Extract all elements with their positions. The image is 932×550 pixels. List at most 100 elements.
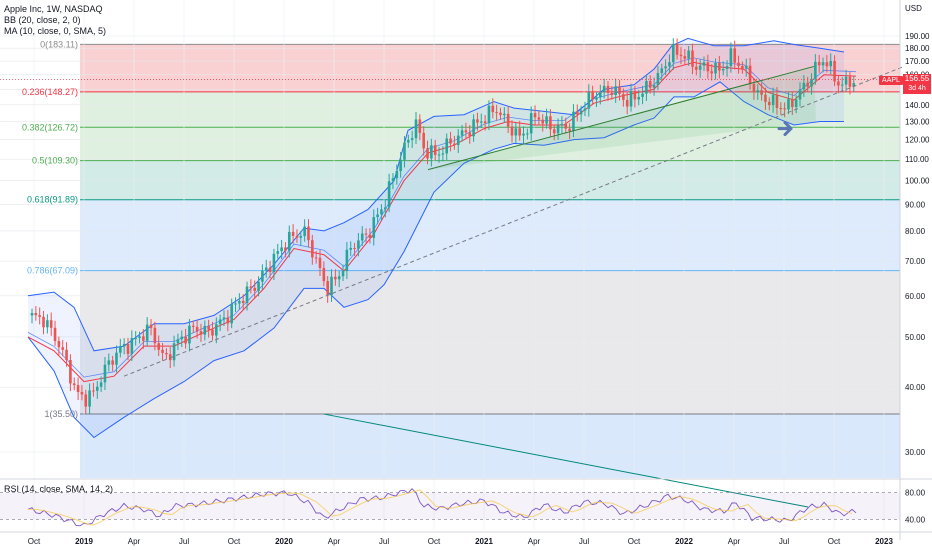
price-tick: 190.00	[905, 32, 930, 41]
candle-body	[556, 125, 560, 134]
candle-body	[195, 326, 199, 332]
time-tick: 2023	[875, 537, 893, 546]
chart-title[interactable]: Apple Inc, 1W, NASDAQ	[4, 4, 103, 14]
candle-body	[714, 62, 717, 74]
candle-body	[414, 119, 418, 139]
candle-body	[168, 354, 172, 361]
candle-body	[710, 71, 713, 74]
candle-body	[767, 101, 771, 106]
price-tick: 100.00	[905, 177, 930, 186]
candle-body	[656, 73, 660, 86]
candle-body	[53, 327, 57, 342]
candle-body	[760, 90, 763, 95]
candle-body	[341, 271, 345, 277]
time-axis[interactable]: Oct 2019 Apr Jul Oct 2020 Apr Jul Oct 2021 Apr Jul O…	[0, 478, 932, 546]
rsi-pane[interactable]: 80.00 40.00	[0, 488, 926, 527]
candle-body	[575, 111, 579, 115]
candle-body	[787, 99, 790, 110]
candle-body	[833, 60, 836, 82]
fib-band	[80, 127, 900, 161]
fib-retracement	[80, 43, 900, 478]
candle-body	[545, 116, 548, 124]
candle-body	[318, 257, 322, 269]
candle-body	[376, 214, 379, 218]
candle-body	[307, 226, 310, 241]
time-tick: 2022	[675, 537, 693, 546]
ma-legend[interactable]: MA (10, close, 0, SMA, 5)	[4, 26, 107, 36]
candle-body	[660, 68, 664, 74]
price-tick: 170.00	[905, 57, 930, 66]
candle-body	[226, 317, 230, 324]
candle-body	[737, 62, 740, 66]
candle-body	[606, 85, 610, 93]
candle-body	[245, 286, 249, 303]
candle-body	[476, 119, 479, 123]
candle-body	[80, 392, 84, 395]
candle-body	[568, 128, 571, 131]
bollinger-band-fill	[28, 38, 844, 438]
candle-body	[61, 347, 65, 350]
candle-body	[30, 313, 34, 316]
candle-body	[798, 89, 802, 100]
price-tick: 60.00	[905, 292, 926, 301]
trend-channel-line	[427, 65, 815, 171]
candle-body	[599, 92, 602, 98]
rsi-tick: 40.00	[905, 515, 926, 524]
candle-body	[418, 119, 422, 133]
candle-body	[407, 139, 410, 143]
candle-body	[276, 251, 280, 254]
candle-body	[84, 394, 88, 407]
candle-body	[349, 247, 353, 250]
fib-label: 0.786(67.09)	[27, 266, 78, 276]
candle-body	[449, 138, 452, 144]
rsi-legend[interactable]: RSI (14, close, SMA, 14, 2)	[4, 484, 114, 494]
candle-body	[629, 90, 633, 107]
candle-body	[410, 138, 414, 140]
candle-body	[38, 315, 41, 317]
candle-body	[810, 79, 813, 87]
candle-body	[491, 105, 495, 113]
candle-body	[360, 233, 364, 241]
candle-body	[748, 65, 752, 85]
candle-body	[706, 62, 710, 72]
candle-body	[95, 386, 99, 391]
candle-body	[775, 94, 779, 108]
candle-body	[172, 343, 176, 361]
candle-body	[433, 145, 437, 155]
time-tick: Oct	[828, 537, 841, 546]
candle-body	[464, 130, 468, 133]
candle-body	[579, 110, 583, 115]
candle-body	[357, 240, 360, 249]
support-line	[323, 413, 809, 508]
rsi-sma-line	[28, 489, 853, 526]
candle-body	[698, 65, 702, 70]
time-tick: Jul	[579, 537, 589, 546]
candle-body	[430, 145, 433, 159]
candle-body	[610, 92, 614, 96]
candle-body	[284, 247, 287, 251]
time-tick: Jul	[179, 537, 189, 546]
candle-body	[718, 62, 721, 71]
price-tick: 180.00	[905, 44, 930, 53]
candle-body	[207, 326, 210, 330]
candle-body	[622, 94, 625, 100]
fib-label: 0.382(126.72)	[22, 122, 78, 132]
price-tick: 90.00	[905, 200, 926, 209]
trend-drawings[interactable]	[0, 65, 905, 508]
candle-body	[506, 113, 510, 127]
candle-body	[844, 76, 848, 85]
candle-body	[529, 113, 533, 134]
candle-body	[330, 276, 333, 296]
candle-body	[115, 352, 118, 365]
price-tick: 110.00	[905, 155, 929, 164]
candle-body	[641, 93, 644, 97]
bb-legend[interactable]: BB (20, close, 2, 0)	[4, 15, 81, 25]
candle-body	[552, 129, 556, 134]
candle-body	[399, 159, 402, 172]
candle-body	[57, 341, 61, 348]
candle-body	[602, 85, 606, 93]
candle-body	[794, 99, 798, 108]
candle-body	[230, 304, 233, 324]
time-tick: Oct	[228, 537, 241, 546]
